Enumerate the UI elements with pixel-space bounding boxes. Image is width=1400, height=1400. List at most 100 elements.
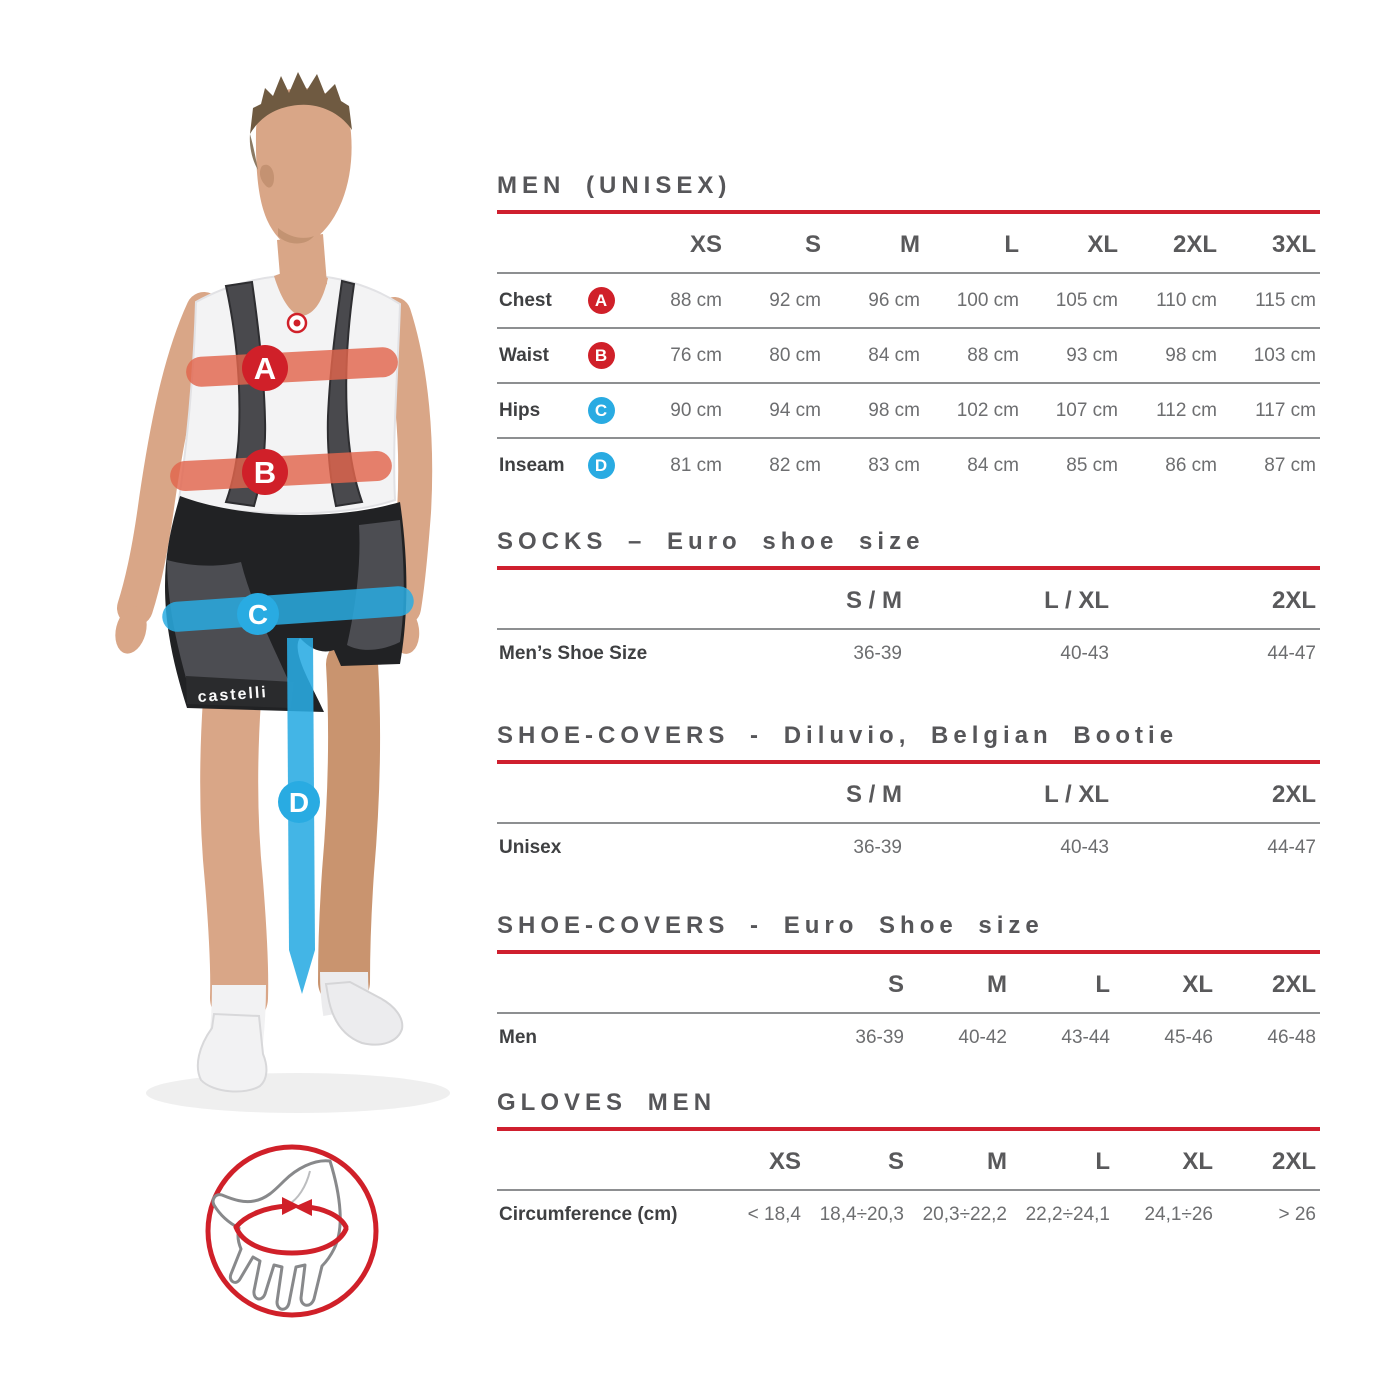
table-row-unisex: Unisex 36-39 40-43 44-47 <box>497 823 1320 872</box>
shoe-covers-euro-table: S M L XL 2XL Men 36-39 40-42 43-44 45-46… <box>497 954 1320 1062</box>
table-row-chest: Chest A 88 cm 92 cm 96 cm 100 cm 105 cm … <box>497 273 1320 328</box>
cell: 84 cm <box>868 344 920 366</box>
row-label: Hips <box>499 399 541 421</box>
red-divider <box>497 950 1320 954</box>
col-header: S / M <box>845 587 902 614</box>
col-header: 2XL <box>1271 781 1316 808</box>
badge-col-spacer <box>575 214 627 273</box>
col-header: M <box>900 231 920 258</box>
face <box>255 88 352 246</box>
row-label: Men <box>499 1027 537 1048</box>
section-title: MEN (UNISEX) <box>497 172 732 199</box>
col-header: L / XL <box>1044 587 1109 614</box>
chest-band <box>186 347 398 387</box>
table-row-hips: Hips C 90 cm 94 cm 98 cm 102 cm 107 cm 1… <box>497 383 1320 438</box>
col-header: S <box>887 1148 904 1175</box>
hand-circumference-icon <box>205 1144 379 1318</box>
section-title: SHOE-COVERS - Diluvio, Belgian Bootie <box>497 722 1179 749</box>
label-col-spacer <box>497 954 805 1013</box>
castelli-chest-logo-mark <box>293 319 301 327</box>
marker-d-badge: D <box>278 781 320 823</box>
col-header: L <box>1095 971 1110 998</box>
col-header: 2XL <box>1172 231 1217 258</box>
cell: 43-44 <box>1061 1027 1110 1048</box>
cell: 88 cm <box>670 289 722 311</box>
cell: 84 cm <box>967 454 1019 476</box>
cell: 90 cm <box>670 399 722 421</box>
cell: 96 cm <box>868 289 920 311</box>
col-header: M <box>987 1148 1007 1175</box>
fit-model-figure: castelli A B C D <box>0 0 480 1125</box>
col-header: XS <box>768 1148 801 1175</box>
size-tables-panel: MEN (UNISEX) XS S M L XL 2XL 3XL <box>497 172 1320 1239</box>
col-header: XL <box>1182 971 1213 998</box>
col-header: S <box>887 971 904 998</box>
socks-table: S / M L / XL 2XL Men’s Shoe Size 36-39 4… <box>497 570 1320 678</box>
cell: 44-47 <box>1267 837 1316 858</box>
table-row-waist: Waist B 76 cm 80 cm 84 cm 88 cm 93 cm 98… <box>497 328 1320 383</box>
label-col-spacer <box>497 1131 702 1190</box>
cell: 40-43 <box>1060 643 1109 664</box>
section-title: SOCKS – Euro shoe size <box>497 528 925 555</box>
cell: 36-39 <box>855 1027 904 1048</box>
cell: 24,1÷26 <box>1144 1204 1213 1225</box>
left-leg <box>318 638 381 1008</box>
col-header: XL <box>1182 1148 1213 1175</box>
svg-text:D: D <box>289 787 309 818</box>
col-header: L <box>1095 1148 1110 1175</box>
label-col-spacer <box>497 570 699 629</box>
table-row-men: Men 36-39 40-42 43-44 45-46 46-48 <box>497 1013 1320 1062</box>
cell: 20,3÷22,2 <box>922 1204 1007 1225</box>
red-divider <box>497 210 1320 214</box>
cell: 44-47 <box>1267 643 1316 664</box>
cell: 45-46 <box>1164 1027 1213 1048</box>
cell: 93 cm <box>1066 344 1118 366</box>
shorts-brand-text: castelli <box>197 684 268 706</box>
red-divider <box>497 566 1320 570</box>
right-arm <box>117 292 222 626</box>
cell: 40-42 <box>958 1027 1007 1048</box>
cell: 87 cm <box>1264 454 1316 476</box>
cell: 98 cm <box>868 399 920 421</box>
col-header: S / M <box>845 781 902 808</box>
left-foot <box>324 980 404 1046</box>
svg-text:C: C <box>248 599 268 630</box>
header-row: XS S M L XL 2XL <box>497 1131 1320 1190</box>
hair <box>250 72 352 134</box>
table-row-circumference: Circumference (cm) < 18,4 18,4÷20,3 20,3… <box>497 1190 1320 1239</box>
section-title: SHOE-COVERS - Euro Shoe size <box>497 912 1044 939</box>
hips-band <box>162 586 414 632</box>
shorts-leg-band <box>186 676 294 708</box>
men-unisex-section: MEN (UNISEX) XS S M L XL 2XL 3XL <box>497 172 1320 492</box>
row-label: Men’s Shoe Size <box>499 643 648 664</box>
header-row: S M L XL 2XL <box>497 954 1320 1013</box>
badge-cell: D <box>575 438 627 492</box>
socks-section: SOCKS – Euro shoe size S / M L / XL 2XL … <box>497 528 1320 678</box>
label-col-spacer <box>497 764 699 823</box>
gloves-men-section: GLOVES MEN XS S M L XL 2XL Circumference… <box>497 1089 1320 1239</box>
hand-outline <box>211 1159 342 1311</box>
cell: 46-48 <box>1267 1027 1316 1048</box>
cell: 110 cm <box>1156 289 1217 311</box>
cell: 18,4÷20,3 <box>819 1204 904 1225</box>
ear <box>259 164 274 188</box>
men-unisex-table: XS S M L XL 2XL 3XL Chest A 88 cm 92 cm … <box>497 214 1320 492</box>
cell: 98 cm <box>1165 344 1217 366</box>
cell: 94 cm <box>769 399 821 421</box>
cell: 107 cm <box>1055 399 1118 421</box>
shoe-covers-euro-section: SHOE-COVERS - Euro Shoe size S M L XL 2X… <box>497 912 1320 1062</box>
badge-cell: A <box>575 273 627 328</box>
col-header: L <box>1004 231 1019 258</box>
col-header: 2XL <box>1271 971 1316 998</box>
col-header: M <box>987 971 1007 998</box>
header-row: S / M L / XL 2XL <box>497 764 1320 823</box>
cell: 40-43 <box>1060 837 1109 858</box>
cell: 36-39 <box>853 643 902 664</box>
cell: 82 cm <box>769 454 821 476</box>
row-label: Inseam <box>499 454 565 476</box>
cell: 86 cm <box>1165 454 1217 476</box>
cell: 117 cm <box>1255 399 1316 421</box>
glove-measure-icon <box>194 1139 394 1329</box>
svg-text:A: A <box>254 351 276 386</box>
